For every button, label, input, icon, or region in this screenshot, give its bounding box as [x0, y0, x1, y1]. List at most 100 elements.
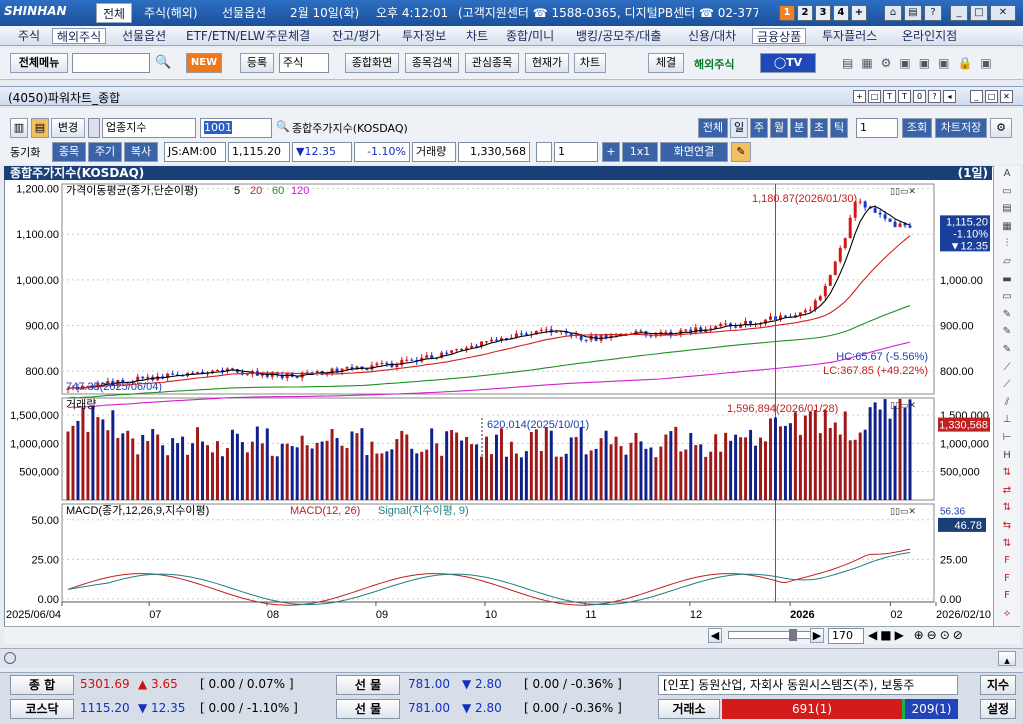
tv-button[interactable]: ◯TV — [760, 53, 816, 73]
tool-icons[interactable]: ▤▦⚙▣▣▣🔒▣ — [842, 56, 1000, 70]
draw-tool-3-icon[interactable]: ▦ — [1002, 220, 1012, 232]
tab-futures[interactable]: 선물옵션 — [222, 6, 267, 20]
index-button[interactable]: 지수 — [980, 675, 1016, 695]
close-icon[interactable]: ✕ — [990, 5, 1016, 21]
history-icon[interactable]: ▤ — [31, 118, 49, 138]
pin-icon[interactable]: + — [853, 90, 866, 103]
draw-tool-9-icon[interactable]: ✎ — [1002, 326, 1012, 338]
menu-item-11[interactable]: 금융상품 — [752, 28, 807, 44]
ratio-button[interactable]: 1x1 — [622, 142, 658, 162]
draw-tool-13-icon[interactable]: ⫽ — [1004, 396, 1010, 408]
draw-tool-5-icon[interactable]: ▱ — [1003, 256, 1011, 267]
draw-pen-icon[interactable]: ✎ — [731, 142, 751, 162]
menu-item-8[interactable]: 종합/미니 — [506, 29, 555, 43]
overseas-stock-link[interactable]: 해외주식 — [694, 58, 735, 71]
playback-controls[interactable]: ◀■▶ ⊕⊖⊙⊘ — [868, 628, 966, 642]
code-input[interactable]: 1001 — [200, 118, 272, 138]
current-price-button[interactable]: 현재가 — [525, 53, 569, 73]
draw-tool-18-icon[interactable]: ⇄ — [1002, 484, 1012, 496]
scroll-right-button[interactable]: ▶ — [810, 628, 824, 643]
period-count-select[interactable]: 1 — [856, 118, 898, 138]
layout-checkbox[interactable] — [536, 142, 552, 162]
draw-tool-20-icon[interactable]: ⇆ — [1002, 520, 1012, 531]
settings-button[interactable]: 설정 — [980, 699, 1016, 719]
draw-tool-25-icon[interactable]: ⟡ — [1003, 608, 1011, 619]
draw-tool-24-icon[interactable]: F — [1004, 590, 1010, 602]
watchlist-button[interactable]: 관심종목 — [465, 53, 519, 73]
layout-count-select[interactable]: 1 — [554, 142, 598, 162]
win-maximize-icon[interactable]: □ — [985, 90, 998, 103]
print-icon[interactable]: ▤ — [904, 5, 922, 21]
scroll-up-icon[interactable]: ▴ — [998, 651, 1016, 667]
tool-e-icon[interactable]: ? — [928, 90, 941, 103]
stock-search-button[interactable]: 종목검색 — [405, 53, 459, 73]
change-dropdown[interactable] — [88, 118, 100, 138]
draw-tool-11-icon[interactable]: ⟋ — [1003, 361, 1011, 373]
tab-all[interactable]: 전체 — [96, 3, 133, 23]
maximize-icon[interactable]: □ — [970, 5, 988, 21]
add-layout-button[interactable]: + — [602, 142, 620, 162]
tool-a-icon[interactable]: □ — [868, 90, 881, 103]
sync-symbol-tab[interactable]: 종목 — [52, 142, 86, 162]
register-button[interactable]: 등록 — [240, 53, 274, 73]
screen-3-button[interactable]: 3 — [815, 5, 831, 21]
tool-d-icon[interactable]: 0 — [913, 90, 926, 103]
win-minimize-icon[interactable]: _ — [970, 90, 983, 103]
period-tick-button[interactable]: 틱 — [830, 118, 848, 138]
menu-item-6[interactable]: 투자정보 — [402, 29, 447, 43]
tool-b-icon[interactable]: T — [883, 90, 896, 103]
draw-tool-10-icon[interactable]: ✎ — [1002, 344, 1012, 355]
layout-icon[interactable]: ▥ — [10, 118, 28, 138]
draw-tool-0-icon[interactable]: A — [1003, 168, 1011, 179]
menu-item-1[interactable]: 해외주식 — [52, 28, 107, 44]
menu-item-13[interactable]: 온라인지점 — [902, 29, 958, 43]
home-icon[interactable]: ⌂ — [884, 5, 902, 21]
code-search-icon[interactable]: 🔍 — [276, 120, 290, 133]
draw-tool-22-icon[interactable]: F — [1004, 555, 1010, 567]
period-all-button[interactable]: 전체 — [698, 118, 728, 138]
menu-item-7[interactable]: 차트 — [466, 29, 489, 43]
minimize-icon[interactable]: _ — [950, 5, 968, 21]
expand-circle-icon[interactable] — [4, 652, 16, 664]
zoom-slider-handle[interactable] — [789, 629, 797, 641]
search-icon[interactable]: 🔍 — [155, 55, 172, 70]
period-min-button[interactable]: 분 — [790, 118, 808, 138]
all-menu-button[interactable]: 전체메뉴 — [10, 53, 68, 73]
draw-tool-14-icon[interactable]: ⊥ — [1002, 414, 1012, 426]
draw-tool-2-icon[interactable]: ▤ — [1002, 203, 1012, 215]
screen-2-button[interactable]: 2 — [797, 5, 813, 21]
draw-tool-15-icon[interactable]: ⊢ — [1002, 432, 1012, 443]
menu-item-9[interactable]: 뱅킹/공모주/대출 — [576, 29, 662, 43]
chart-svg[interactable]: 1,200.00 1,100.00 1,000.00 900.00 800.00 1,00… — [4, 180, 992, 628]
menu-search-input[interactable] — [72, 53, 150, 73]
period-week-button[interactable]: 주 — [750, 118, 768, 138]
draw-tool-16-icon[interactable]: H — [1003, 449, 1011, 461]
scroll-left-button[interactable]: ◀ — [708, 628, 722, 643]
chart-save-button[interactable]: 차트저장 — [935, 118, 987, 138]
stock-select[interactable]: 주식 — [279, 53, 329, 73]
draw-tool-19-icon[interactable]: ⇅ — [1002, 502, 1012, 514]
lookup-button[interactable]: 조회 — [902, 118, 932, 138]
help-icon[interactable]: ? — [924, 5, 942, 21]
win-close-icon[interactable]: ✕ — [1000, 90, 1013, 103]
tool-c-icon[interactable]: T — [898, 90, 911, 103]
draw-tool-8-icon[interactable]: ✎ — [1002, 308, 1012, 320]
draw-tool-4-icon[interactable]: ⫶ — [1005, 238, 1009, 250]
settle-button[interactable]: 체결 — [648, 53, 684, 73]
overview-button[interactable]: 종합화면 — [345, 53, 399, 73]
chart-button[interactable]: 차트 — [574, 53, 606, 73]
menu-item-5[interactable]: 잔고/평가 — [332, 29, 381, 43]
new-badge[interactable]: NEW — [186, 53, 222, 73]
zoom-count[interactable]: 170 — [828, 628, 864, 644]
change-button[interactable]: 변경 — [51, 118, 85, 138]
menu-item-12[interactable]: 투자플러스 — [822, 29, 878, 43]
screen-4-button[interactable]: 4 — [833, 5, 849, 21]
draw-tool-12-icon[interactable]: ⟋ — [1003, 379, 1011, 391]
sync-period-tab[interactable]: 주기 — [88, 142, 122, 162]
draw-tool-6-icon[interactable]: ▬ — [1002, 273, 1012, 285]
news-ticker[interactable]: [인포] 동원산업, 자회사 동원시스템즈(주), 보통주 — [658, 675, 958, 695]
menu-item-0[interactable]: 주식 — [18, 29, 41, 43]
menu-item-3[interactable]: ETF/ETN/ELW — [186, 29, 265, 43]
period-sec-button[interactable]: 초 — [810, 118, 828, 138]
screen-1-button[interactable]: 1 — [779, 5, 795, 21]
